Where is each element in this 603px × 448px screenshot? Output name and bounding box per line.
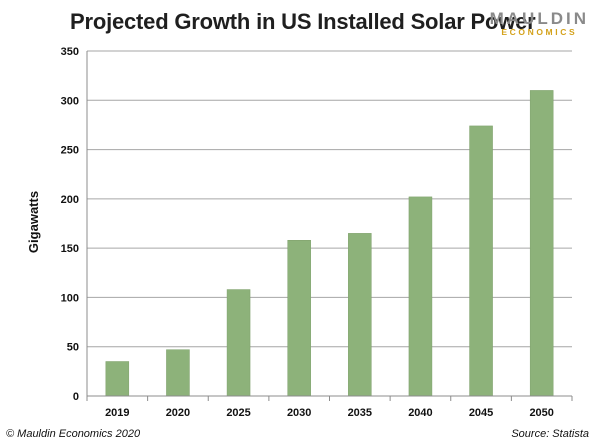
source-text: Source: Statista <box>511 428 589 440</box>
bar-2030 <box>287 240 311 397</box>
tick-labels: 0 50 100 150 200 250 300 350 2019 2020 2025 2030 203… <box>61 46 554 419</box>
y-tick-label: 200 <box>61 194 79 206</box>
axes <box>86 51 573 401</box>
bar-2040 <box>408 196 433 397</box>
x-tick-label: 2030 <box>287 407 311 419</box>
x-tick-label: 2020 <box>166 407 190 419</box>
copyright-text: © Mauldin Economics 2020 <box>6 428 141 440</box>
x-tick-label: 2025 <box>226 407 250 419</box>
bar-2050 <box>529 90 554 397</box>
bar-2035 <box>348 233 372 397</box>
logo-top-text: MAULDIN <box>489 9 589 28</box>
mauldin-economics-logo: MAULDIN ECONOMICS <box>490 10 589 37</box>
y-axis-label: Gigawatts <box>26 191 41 253</box>
y-tick-label: 300 <box>61 95 79 107</box>
y-tick-label: 150 <box>61 243 79 255</box>
x-tick-label: 2050 <box>529 407 553 419</box>
y-tick-label: 50 <box>67 342 79 354</box>
y-tick-label: 350 <box>61 46 79 58</box>
bar-2019 <box>105 361 130 397</box>
x-tick-label: 2045 <box>469 407 493 419</box>
x-tick-label: 2035 <box>348 407 372 419</box>
gridlines <box>87 50 572 348</box>
x-tick-label: 2040 <box>408 407 432 419</box>
x-tick-label: 2019 <box>105 407 129 419</box>
bar-2025 <box>226 289 251 397</box>
bars <box>105 90 554 397</box>
bar-2020 <box>166 349 190 397</box>
y-tick-label: 100 <box>61 292 79 304</box>
bar-2045 <box>469 125 493 397</box>
chart-title: Projected Growth in US Installed Solar P… <box>70 9 536 34</box>
logo-bottom-text: ECONOMICS <box>501 27 578 37</box>
y-tick-label: 250 <box>61 145 79 157</box>
y-tick-label: 0 <box>73 391 79 403</box>
